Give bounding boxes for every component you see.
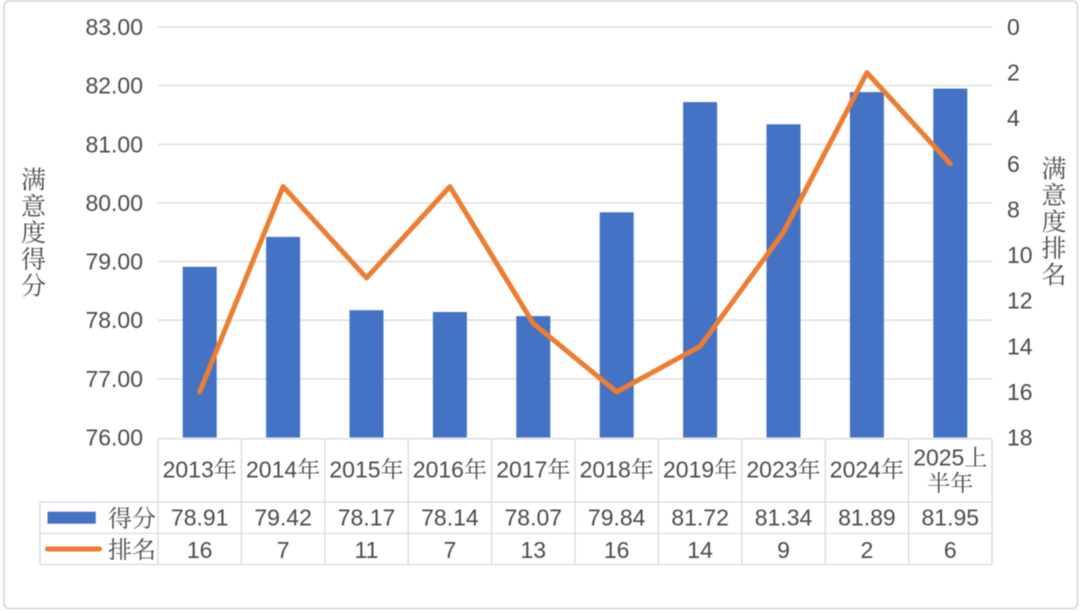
svg-text:7: 7	[277, 537, 290, 563]
svg-text:79.00: 79.00	[85, 249, 143, 275]
svg-text:78.07: 78.07	[505, 505, 563, 531]
svg-text:77.00: 77.00	[85, 366, 143, 392]
svg-text:12: 12	[1007, 288, 1033, 314]
svg-text:81.00: 81.00	[85, 131, 143, 157]
svg-text:0: 0	[1007, 14, 1020, 40]
svg-text:16: 16	[1007, 379, 1033, 405]
svg-text:2: 2	[861, 537, 874, 563]
svg-text:76.00: 76.00	[85, 425, 143, 451]
svg-text:78.17: 78.17	[338, 505, 396, 531]
svg-text:81.89: 81.89	[838, 505, 896, 531]
svg-text:16: 16	[187, 537, 213, 563]
svg-text:78.00: 78.00	[85, 307, 143, 333]
svg-text:18: 18	[1007, 425, 1033, 451]
svg-text:81.72: 81.72	[671, 505, 729, 531]
svg-text:83.00: 83.00	[85, 14, 143, 40]
svg-text:2: 2	[1007, 60, 1020, 86]
svg-text:80.00: 80.00	[85, 190, 143, 216]
svg-text:9: 9	[777, 537, 790, 563]
svg-text:16: 16	[604, 537, 630, 563]
svg-text:14: 14	[687, 537, 713, 563]
svg-text:78.91: 78.91	[171, 505, 229, 531]
svg-text:2014: 2014	[246, 456, 297, 482]
svg-text:11: 11	[355, 537, 379, 563]
svg-text:4: 4	[1007, 105, 1020, 131]
svg-text:8: 8	[1007, 196, 1020, 222]
svg-text:2023: 2023	[746, 456, 797, 482]
svg-text:2017: 2017	[496, 456, 547, 482]
svg-text:6: 6	[1007, 151, 1020, 177]
svg-text:7: 7	[444, 537, 457, 563]
svg-text:14: 14	[1007, 333, 1033, 359]
svg-text:2024: 2024	[830, 456, 881, 482]
svg-text:2016: 2016	[413, 456, 464, 482]
svg-text:2025: 2025	[913, 445, 964, 471]
svg-text:2015: 2015	[329, 456, 380, 482]
svg-text:2018: 2018	[580, 456, 631, 482]
svg-text:10: 10	[1007, 242, 1033, 268]
svg-text:6: 6	[944, 537, 957, 563]
svg-text:13: 13	[521, 537, 547, 563]
svg-text:78.14: 78.14	[421, 505, 479, 531]
svg-text:2013: 2013	[163, 456, 214, 482]
svg-text:81.34: 81.34	[755, 505, 813, 531]
svg-text:81.95: 81.95	[922, 505, 980, 531]
svg-text:2019: 2019	[663, 456, 714, 482]
svg-text:79.42: 79.42	[254, 505, 312, 531]
svg-text:82.00: 82.00	[85, 73, 143, 99]
svg-text:79.84: 79.84	[588, 505, 646, 531]
